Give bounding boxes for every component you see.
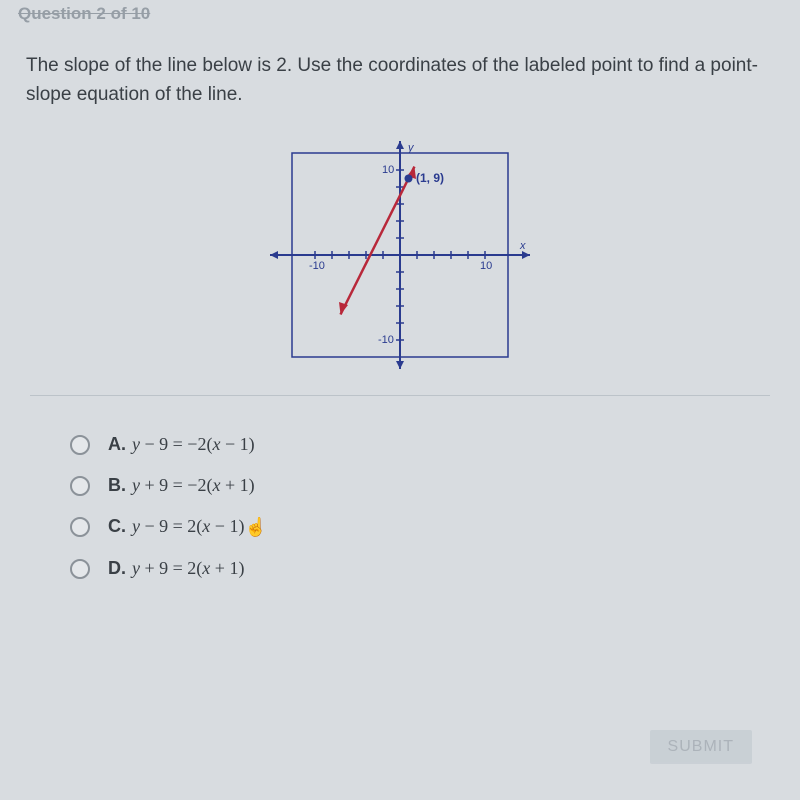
submit-button[interactable]: SUBMIT [650,730,752,764]
graph: -10 10 10 -10 y x (1, 9) [260,135,540,375]
option-a[interactable]: A.y − 9 = −2(x − 1) [70,434,800,455]
x-tick-10: 10 [480,260,492,272]
y-tick-10: 10 [382,164,394,176]
x-tick-neg10: -10 [309,260,325,272]
radio-icon[interactable] [70,517,90,537]
option-label: D.y + 9 = 2(x + 1) [108,558,244,579]
graph-container: -10 10 10 -10 y x (1, 9) [0,117,800,383]
question-text: The slope of the line below is 2. Use th… [0,28,800,117]
point-label: (1, 9) [416,171,444,185]
option-b[interactable]: B.y + 9 = −2(x + 1) [70,475,800,496]
y-tick-neg10: -10 [378,334,394,346]
option-label: B.y + 9 = −2(x + 1) [108,475,255,496]
option-c[interactable]: C.y − 9 = 2(x − 1)☝ [70,516,800,538]
option-label: C.y − 9 = 2(x − 1)☝ [108,516,267,538]
x-axis-label: x [519,240,526,252]
option-label: A.y − 9 = −2(x − 1) [108,434,255,455]
option-d[interactable]: D.y + 9 = 2(x + 1) [70,558,800,579]
question-number: Question 2 of 10 [0,0,800,28]
y-axis-label: y [407,142,415,154]
submit-area: SUBMIT [650,730,752,764]
radio-icon[interactable] [70,476,90,496]
cursor-icon: ☝ [244,517,266,538]
radio-icon[interactable] [70,559,90,579]
radio-icon[interactable] [70,435,90,455]
answer-options: A.y − 9 = −2(x − 1) B.y + 9 = −2(x + 1) … [0,396,800,579]
